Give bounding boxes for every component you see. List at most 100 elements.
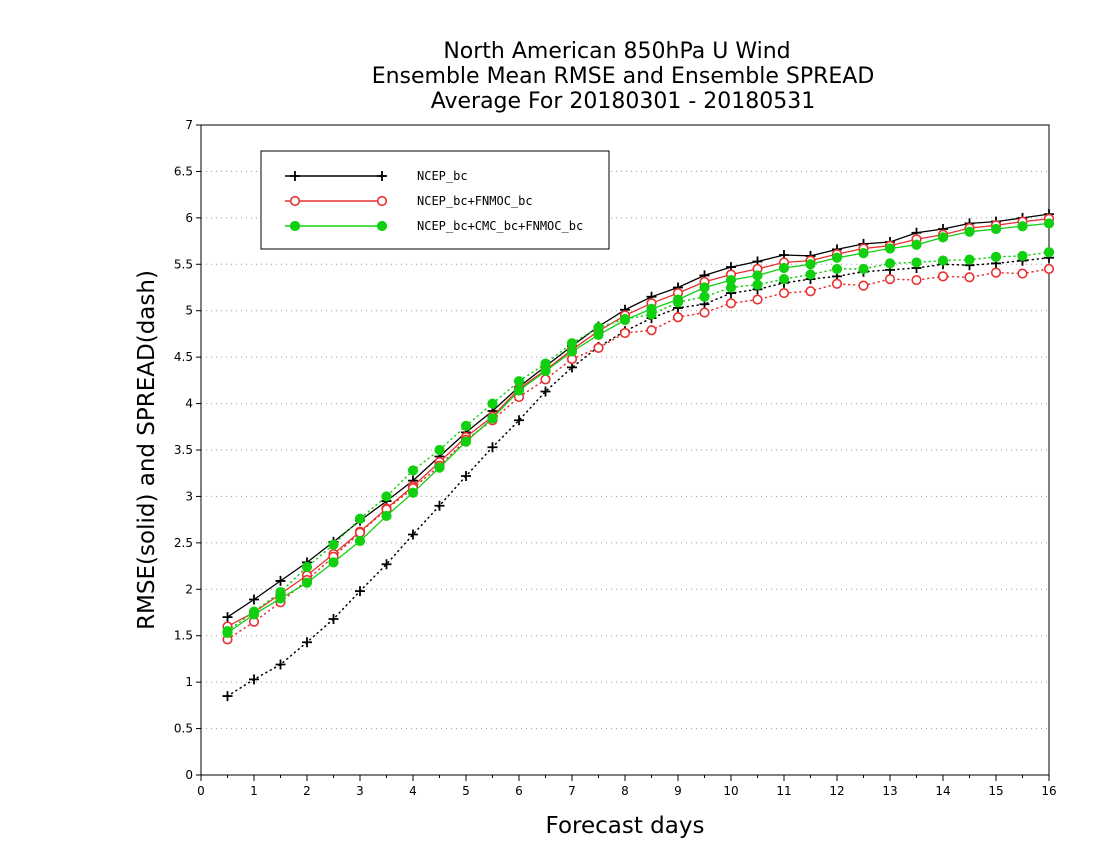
spread-point: [407, 465, 419, 476]
series-group: [222, 209, 1055, 702]
legend-label: NCEP_bc: [417, 169, 468, 183]
rmse-point: [911, 239, 922, 250]
y-tick-label: 5: [185, 304, 193, 318]
spread-point: [646, 309, 657, 320]
rmse-point: [778, 262, 790, 274]
spread-point: [302, 637, 312, 648]
spread-point: [937, 271, 949, 282]
rmse-point: [301, 577, 313, 588]
spread-point: [408, 529, 418, 540]
spread-point: [858, 280, 869, 291]
spread-point: [434, 444, 445, 456]
legend-marker: [290, 171, 300, 181]
rmse-point: [460, 436, 472, 447]
spread-point: [990, 251, 1002, 262]
spread-point: [540, 374, 551, 385]
spread-point: [911, 274, 922, 286]
spread-point: [1043, 247, 1055, 258]
spread-point: [593, 342, 604, 353]
spread-point: [619, 327, 631, 339]
spread-point: [275, 586, 286, 598]
x-tick-label: 5: [462, 784, 470, 798]
spread-point: [381, 491, 392, 502]
legend-box: [260, 150, 610, 250]
spread-point: [752, 279, 763, 290]
y-tick-label: 2: [185, 582, 193, 596]
spread-point: [699, 307, 710, 318]
rmse-point: [858, 248, 869, 259]
spread-point: [593, 322, 604, 333]
spread-point: [249, 674, 259, 685]
spread-point: [672, 297, 684, 308]
legend-label: NCEP_bc+FNMOC_bc: [417, 194, 533, 208]
y-tick-label: 0.5: [174, 722, 193, 736]
legend-marker: [376, 195, 388, 207]
spread-point: [805, 269, 816, 280]
x-tick-label: 8: [621, 784, 629, 798]
spread-point: [514, 415, 524, 426]
spread-point: [778, 287, 790, 299]
rmse-point: [407, 487, 419, 498]
spread-point: [222, 691, 233, 702]
rmse-point: [990, 223, 1002, 235]
spread-point: [884, 258, 896, 269]
spread-point: [355, 586, 365, 597]
spread-point: [831, 263, 843, 275]
spread-point: [354, 527, 366, 538]
legend-marker: [289, 220, 301, 232]
spread-point: [990, 267, 1002, 278]
spread-point: [911, 257, 922, 268]
x-tick-label: 6: [515, 784, 523, 798]
spread-point: [354, 513, 366, 524]
chart-title-line-2: Ensemble Mean RMSE and Ensemble SPREAD: [372, 64, 875, 89]
x-tick-label: 3: [356, 784, 364, 798]
spread-point: [778, 274, 790, 285]
y-tick-label: 1.5: [174, 629, 193, 643]
spread-point: [222, 625, 233, 637]
y-axis-label: RMSE(solid) and SPREAD(dash): [134, 270, 160, 630]
rmse-point: [434, 462, 445, 473]
spread-point: [275, 659, 286, 670]
spread-point: [884, 274, 896, 285]
rmse-point: [1017, 221, 1028, 232]
y-tick-label: 2.5: [174, 536, 193, 550]
axis-ticks: 00.511.522.533.544.555.566.570 1 2 3 4 5 6 7 8 9 1…: [174, 118, 1057, 798]
y-tick-label: 5.5: [174, 257, 193, 271]
spread-point: [964, 254, 975, 265]
spread-point: [1043, 263, 1055, 275]
y-tick-label: 6.5: [174, 164, 193, 178]
rmse-point: [699, 282, 710, 293]
legend-items: NCEP_bc NCEP_bc+FNMOC_bc NCEP_bc+CMC_bc+FN…: [285, 169, 583, 233]
rmse-point: [381, 510, 392, 522]
legend-label: NCEP_bc+CMC_bc+FNMOC_bc: [417, 219, 583, 233]
chart-title-line-1: North American 850hPa U Wind: [443, 39, 790, 64]
rmse-point: [487, 413, 498, 424]
spread-line-ncep-bc-cmc-bc-fnmoc-bc: [226, 251, 1050, 632]
spread-line-ncep-bc: [226, 257, 1050, 697]
rmse-point: [937, 232, 949, 243]
x-tick-label: 1: [250, 784, 258, 798]
spread-point: [1017, 268, 1028, 279]
spread-point: [301, 561, 313, 573]
x-tick-label: 4: [409, 784, 417, 798]
x-tick-label: 0: [197, 784, 205, 798]
spread-point: [1017, 250, 1028, 262]
spread-point: [540, 358, 551, 369]
series-ncep-bc-cmc-bc-fnmoc-bc: [222, 218, 1055, 639]
x-tick-label: 11: [776, 784, 791, 798]
spread-point: [937, 255, 949, 266]
spread-point: [964, 272, 975, 283]
x-tick-label: 13: [882, 784, 897, 798]
rmse-point: [752, 270, 763, 281]
rmse-point: [884, 243, 896, 254]
spread-point: [461, 471, 471, 481]
rmse-point: [513, 385, 525, 396]
rmse-point: [831, 252, 843, 263]
y-tick-label: 4: [185, 397, 193, 411]
x-tick-label: 10: [723, 784, 738, 798]
legend-marker: [289, 195, 301, 207]
spread-point: [566, 338, 578, 349]
x-tick-label: 2: [303, 784, 311, 798]
